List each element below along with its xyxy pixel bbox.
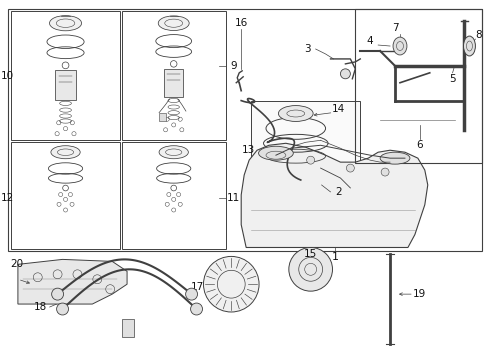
- Circle shape: [186, 288, 197, 300]
- Text: 18: 18: [34, 302, 48, 312]
- Circle shape: [341, 69, 350, 79]
- Bar: [355, 9, 482, 163]
- Bar: [55, 71, 75, 100]
- Polygon shape: [241, 143, 428, 247]
- Ellipse shape: [259, 146, 294, 160]
- Circle shape: [203, 256, 259, 312]
- Text: 13: 13: [242, 145, 255, 155]
- Text: 11: 11: [227, 193, 240, 203]
- Circle shape: [307, 156, 315, 164]
- Bar: [159, 113, 166, 121]
- Text: 9: 9: [230, 61, 237, 71]
- Text: 15: 15: [304, 249, 318, 260]
- Text: 5: 5: [449, 74, 456, 84]
- Bar: [164, 69, 183, 97]
- Bar: [251, 100, 360, 205]
- Bar: [11, 11, 120, 140]
- Ellipse shape: [49, 15, 81, 31]
- Text: 14: 14: [332, 104, 345, 113]
- Text: 17: 17: [191, 282, 204, 292]
- Text: 1: 1: [332, 252, 339, 262]
- Bar: [8, 9, 482, 251]
- Circle shape: [191, 303, 202, 315]
- Ellipse shape: [464, 36, 475, 56]
- Ellipse shape: [51, 146, 80, 159]
- Circle shape: [57, 303, 69, 315]
- Ellipse shape: [158, 16, 189, 31]
- Text: 19: 19: [413, 289, 426, 299]
- Ellipse shape: [278, 105, 313, 121]
- Text: 16: 16: [235, 18, 248, 28]
- Ellipse shape: [159, 146, 188, 159]
- Text: 7: 7: [392, 23, 398, 33]
- Text: 6: 6: [416, 140, 423, 150]
- Circle shape: [289, 247, 333, 291]
- Text: 12: 12: [0, 193, 14, 203]
- Text: 2: 2: [335, 187, 342, 197]
- Text: 8: 8: [475, 30, 482, 40]
- Ellipse shape: [380, 152, 410, 164]
- Circle shape: [346, 164, 354, 172]
- Bar: [11, 142, 120, 249]
- Text: 3: 3: [304, 44, 311, 54]
- Circle shape: [51, 288, 64, 300]
- Bar: [122, 319, 134, 337]
- Text: 4: 4: [367, 36, 373, 46]
- Ellipse shape: [393, 37, 407, 55]
- Text: 20: 20: [10, 259, 24, 269]
- Bar: [122, 142, 226, 249]
- Circle shape: [381, 168, 389, 176]
- Bar: [122, 11, 226, 140]
- Polygon shape: [18, 260, 127, 304]
- Text: 10: 10: [0, 71, 14, 81]
